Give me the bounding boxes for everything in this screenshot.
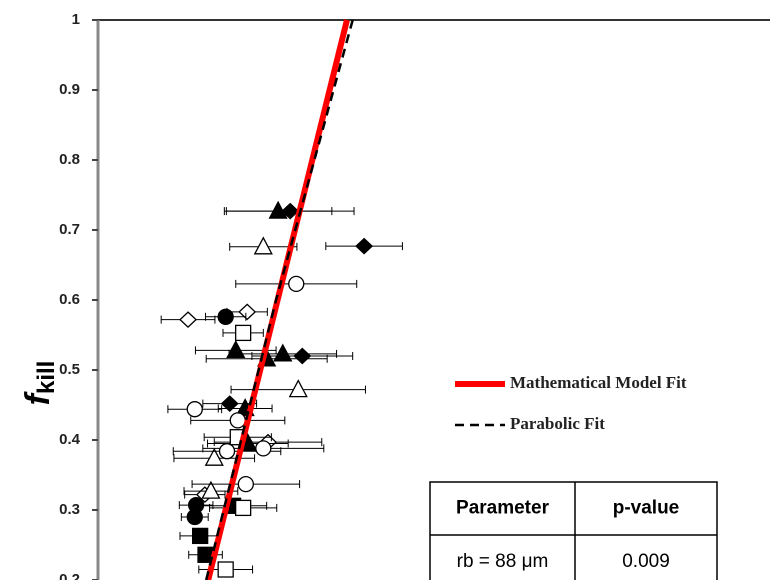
point [273, 343, 293, 362]
table-border [429, 481, 718, 580]
point [186, 401, 203, 418]
legend-label: Parabolic Fit [510, 414, 605, 433]
point [217, 308, 234, 325]
table-cell: rb = 88 μm [457, 551, 549, 572]
fit-line [204, 19, 354, 580]
legend-label: Mathematical Model Fit [510, 373, 687, 392]
point [217, 561, 234, 578]
y-tick-label: 0.2 [59, 571, 80, 580]
y-label-main: f [19, 390, 57, 405]
point [253, 236, 273, 255]
point [179, 311, 197, 328]
point [238, 303, 257, 321]
table-header: Parameter [456, 498, 550, 519]
y-tick-label: 0.5 [59, 361, 80, 378]
point [288, 275, 305, 293]
point [191, 527, 209, 545]
y-tick-label: 0.6 [59, 291, 80, 308]
point [186, 508, 203, 526]
y-tick-label: 1 [72, 11, 80, 28]
point [355, 237, 374, 255]
point [268, 200, 288, 219]
point [235, 324, 252, 342]
y-tick-label: 0.8 [59, 151, 80, 168]
y-tick-label: 0.4 [59, 431, 81, 448]
point [204, 447, 224, 466]
y-axis-label: fkill [19, 361, 60, 406]
y-tick-label: 0.3 [59, 501, 80, 518]
y-label-subscript: kill [33, 361, 60, 394]
point [201, 480, 221, 499]
point [255, 440, 272, 457]
table-cell: 0.009 [622, 551, 670, 572]
point [293, 347, 312, 365]
table-header: p-value [613, 498, 680, 519]
point [226, 340, 246, 359]
fit-line [205, 19, 350, 580]
y-tick-label: 0.9 [59, 81, 80, 98]
point [237, 475, 254, 493]
point [235, 499, 252, 517]
y-tick-label: 0.7 [59, 221, 80, 238]
point [218, 443, 236, 460]
point [220, 395, 239, 412]
point [229, 412, 246, 429]
point [288, 379, 308, 398]
